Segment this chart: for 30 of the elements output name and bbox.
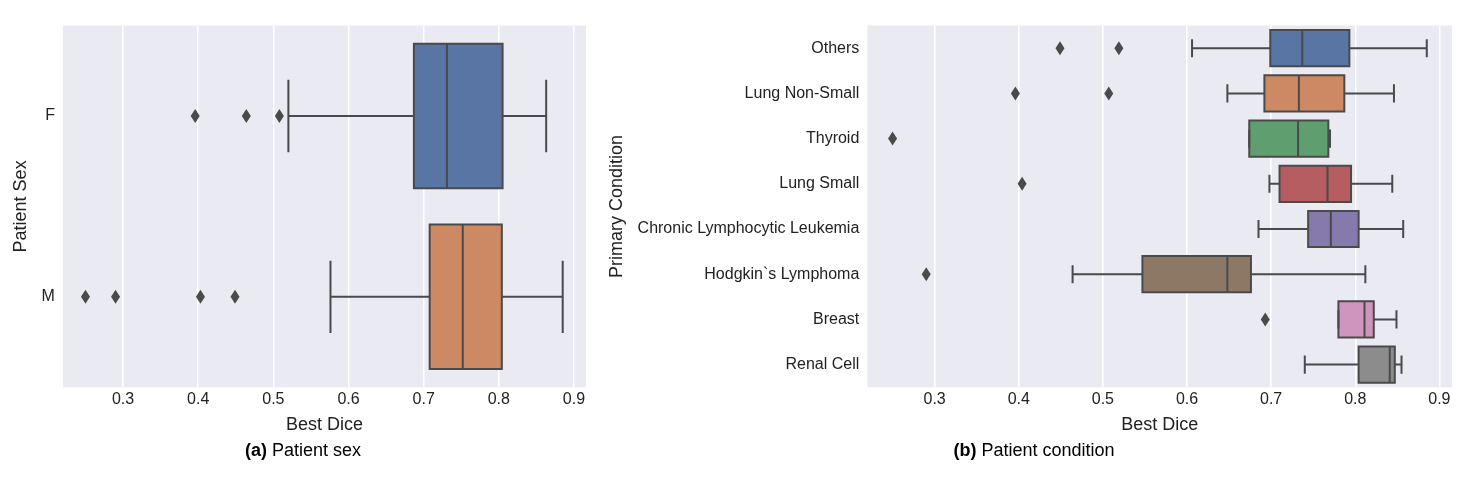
y-tick-label: Chronic Lymphocytic Leukemia [637, 219, 860, 237]
x-tick-label: 0.9 [562, 390, 586, 408]
x-axis-title: Best Dice [285, 414, 363, 435]
x-tick-label: 0.3 [111, 390, 135, 408]
y-tick-label: F [45, 106, 56, 124]
x-axis-title: Best Dice [1121, 414, 1199, 435]
y-tick-label: Renal Cell [785, 355, 860, 373]
y-tick-label: Others [811, 38, 860, 56]
x-tick-label: 0.9 [1428, 390, 1451, 408]
text: (b) Patient condition [953, 440, 1115, 460]
x-tick-label: 0.7 [1260, 390, 1283, 408]
x-tick-label: 0.6 [1175, 390, 1199, 408]
y-tick-label: Lung Non-Small [744, 83, 860, 101]
x-tick-label: 0.5 [1091, 390, 1115, 408]
x-tick-label: 0.6 [337, 390, 360, 408]
x-tick-label: 0.8 [487, 390, 511, 408]
x-tick-label: 0.8 [1344, 390, 1367, 408]
y-tick-label: Hodgkin`s Lymphoma [704, 264, 860, 282]
x-tick-label: 0.3 [923, 390, 946, 408]
x-tick-label: 0.4 [187, 390, 210, 408]
y-tick-label: M [41, 287, 55, 305]
x-tick-label: 0.5 [262, 390, 285, 408]
y-tick-label: Breast [813, 309, 860, 327]
y-tick-label: Thyroid [805, 129, 860, 147]
x-tick-label: 0.4 [1007, 390, 1030, 408]
x-tick-label: 0.7 [412, 390, 435, 408]
y-axis-title: Patient Sex [9, 160, 30, 253]
text: (a) Patient sex [244, 440, 362, 460]
y-tick-label: Lung Small [779, 174, 860, 192]
y-axis-title: Primary Condition [605, 134, 626, 278]
